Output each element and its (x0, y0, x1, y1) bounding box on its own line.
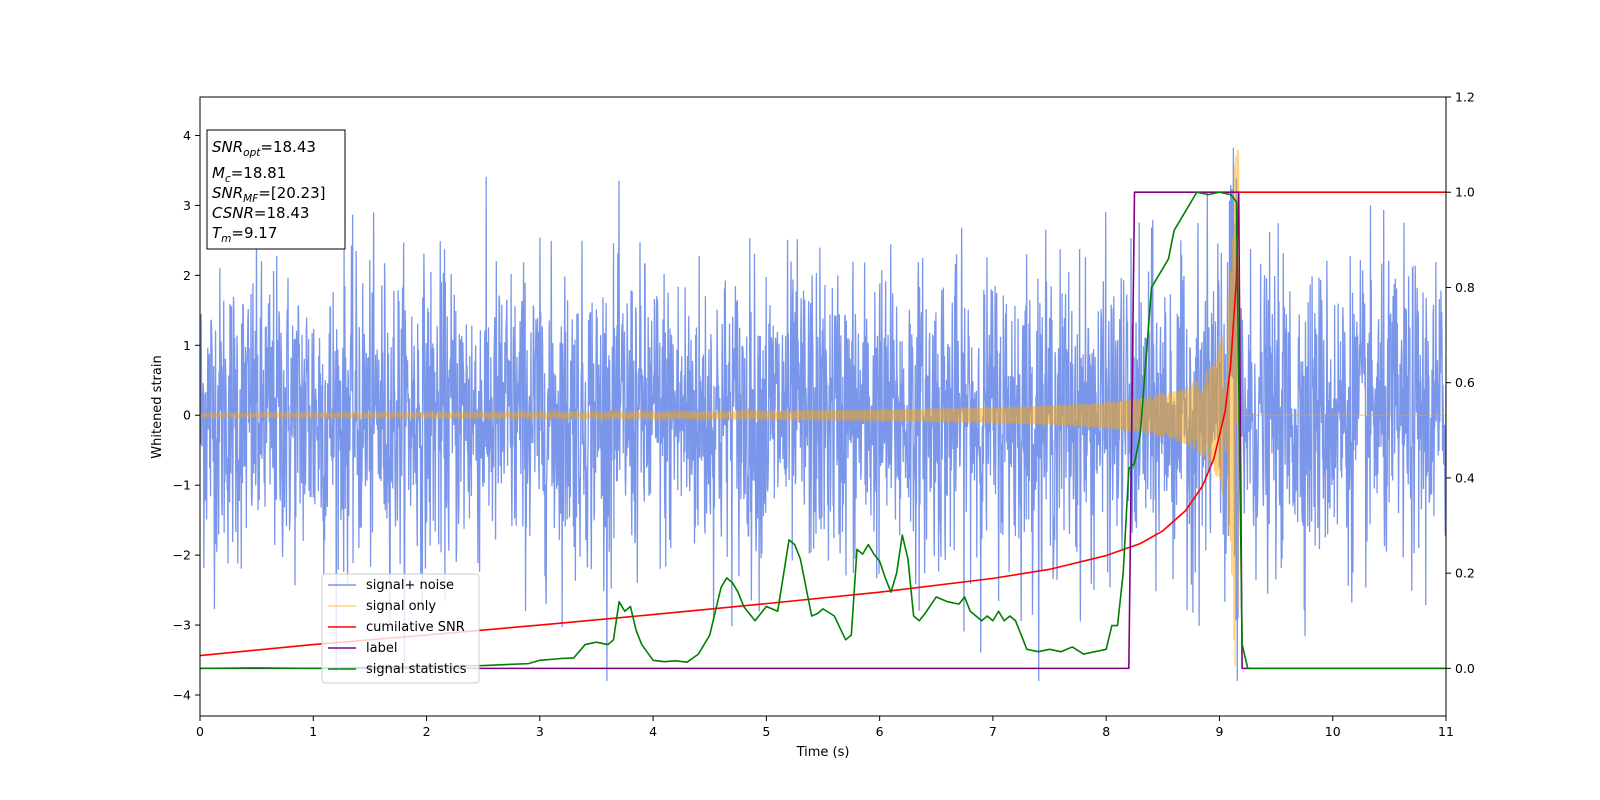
y-right-tick-label: 0.0 (1455, 661, 1475, 676)
info-tm-base: T (212, 224, 223, 242)
x-axis: 0 1 2 3 4 5 6 7 8 9 10 11 (196, 716, 1454, 739)
legend: signal+ noise signal only cumilative SNR… (321, 573, 480, 684)
x-tick-label: 8 (1102, 724, 1110, 739)
y-axis-right: 0.0 0.2 0.4 0.6 0.8 1.0 1.2 (1446, 90, 1475, 676)
info-tm-value: =9.17 (231, 224, 277, 242)
info-mc-base: M (212, 164, 225, 182)
y-right-tick-label: 0.8 (1455, 280, 1475, 295)
info-tm-sub: m (221, 233, 231, 245)
legend-label-signal-noise: signal+ noise (366, 578, 454, 593)
y-axis-left: −4 −3 −2 −1 0 1 2 3 4 (173, 128, 200, 703)
info-snr-mf: SNRMF=[20.23] (212, 184, 326, 205)
y-axis-label: Whitened strain (150, 355, 165, 458)
legend-label-cumulative-snr: cumilative SNR (366, 620, 465, 635)
x-tick-label: 2 (423, 724, 431, 739)
right-axis-series (200, 191, 1446, 670)
legend-frame (321, 573, 480, 684)
legend-label-label: label (366, 641, 397, 656)
info-snr-opt-base: SNR (212, 138, 243, 156)
info-box: SNRopt=18.43 Mc=18.81 SNRMF=[20.23] CSNR… (206, 129, 346, 250)
x-tick-label: 0 (196, 724, 204, 739)
y-left-tick-label: −3 (173, 618, 191, 633)
signal-only-line (200, 149, 1446, 667)
y-left-tick-label: −1 (173, 478, 191, 493)
info-mc-sub: c (225, 173, 231, 185)
info-csnr: CSNR=18.43 (212, 204, 309, 222)
info-snr-opt-sub: opt (243, 147, 261, 159)
info-box-frame (206, 129, 346, 250)
info-snr-mf-base: SNR (212, 184, 243, 202)
x-tick-label: 10 (1325, 724, 1341, 739)
cumulative-snr-line (200, 191, 1446, 657)
x-tick-label: 7 (989, 724, 997, 739)
info-snr-opt: SNRopt=18.43 (212, 138, 316, 159)
info-snr-mf-value: =[20.23] (258, 184, 325, 202)
y-left-tick-label: −4 (173, 688, 191, 703)
x-tick-label: 11 (1438, 724, 1454, 739)
signal-statistics-line (200, 191, 1446, 670)
y-right-tick-label: 0.2 (1455, 566, 1475, 581)
y-right-tick-label: 1.2 (1455, 90, 1475, 105)
x-axis-label: Time (s) (796, 745, 850, 760)
y-left-tick-label: 4 (183, 128, 191, 143)
x-tick-label: 1 (309, 724, 317, 739)
legend-label-signal-only: signal only (366, 599, 436, 614)
info-snr-opt-value: =18.43 (260, 138, 316, 156)
signal-only-series (200, 149, 1446, 667)
y-right-tick-label: 1.0 (1455, 185, 1475, 200)
plot-frame (199, 96, 1447, 717)
y-left-tick-label: −2 (173, 548, 191, 563)
info-mc-value: =18.81 (231, 164, 287, 182)
info-csnr-base: CSNR (212, 204, 254, 222)
x-tick-label: 3 (536, 724, 544, 739)
legend-label-signal-statistics: signal statistics (366, 662, 467, 677)
y-right-tick-label: 0.6 (1455, 375, 1475, 390)
y-left-tick-label: 2 (183, 268, 191, 283)
y-left-tick-label: 1 (183, 338, 191, 353)
y-left-tick-label: 0 (183, 408, 191, 423)
y-right-tick-label: 0.4 (1455, 470, 1475, 485)
x-tick-label: 6 (876, 724, 884, 739)
x-tick-label: 5 (762, 724, 770, 739)
info-snr-mf-sub: MF (243, 193, 259, 205)
info-tm: Tm=9.17 (212, 224, 277, 245)
info-csnr-value: =18.43 (254, 204, 310, 222)
y-left-tick-label: 3 (183, 198, 191, 213)
info-mc: Mc=18.81 (212, 164, 286, 185)
x-tick-label: 4 (649, 724, 657, 739)
x-tick-label: 9 (1215, 724, 1223, 739)
